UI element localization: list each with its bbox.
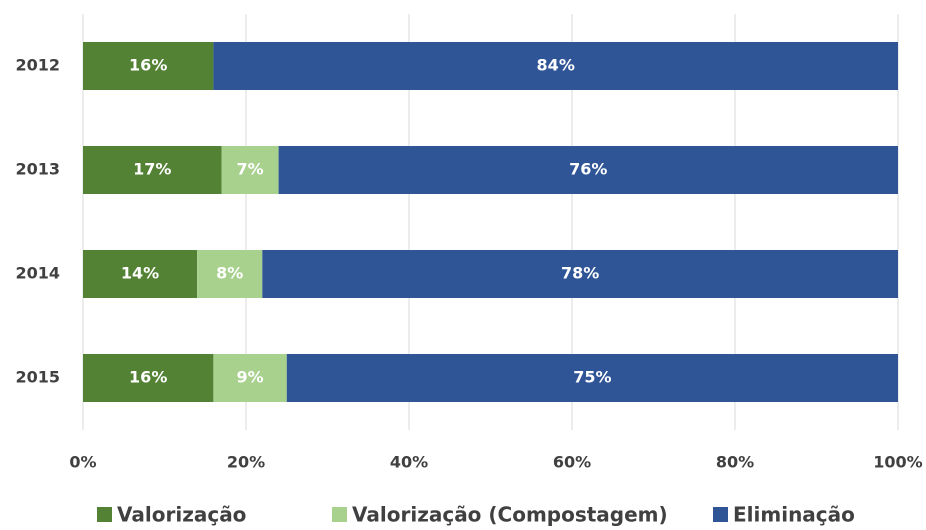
bar-segment [197, 250, 263, 298]
bar-segment [213, 354, 287, 402]
legend-swatch [713, 507, 728, 522]
data-label: 14% [121, 264, 159, 283]
bar-segment [278, 146, 899, 194]
data-label: 16% [129, 56, 167, 75]
bar-segment [83, 250, 198, 298]
data-label: 8% [216, 264, 243, 283]
x-tick-label: 80% [716, 453, 754, 472]
data-label: 9% [236, 368, 263, 387]
x-tick-label: 0% [69, 453, 96, 472]
x-tick-label: 100% [873, 453, 922, 472]
bar-segment [83, 146, 222, 194]
bar-segment [83, 42, 214, 90]
data-label: 75% [573, 368, 611, 387]
legend-label: Eliminação [733, 503, 855, 527]
x-tick-label: 40% [390, 453, 428, 472]
bar-segment [83, 354, 214, 402]
data-label: 17% [133, 160, 171, 179]
x-tick-label: 20% [227, 453, 265, 472]
data-label: 84% [537, 56, 575, 75]
y-tick-label: 2015 [15, 368, 60, 387]
x-tick-label: 60% [553, 453, 591, 472]
y-tick-label: 2014 [15, 264, 60, 283]
y-tick-label: 2013 [15, 160, 60, 179]
bar-segment [286, 354, 898, 402]
data-label: 76% [569, 160, 607, 179]
data-label: 7% [236, 160, 263, 179]
bar-segment [221, 146, 279, 194]
legend-swatch [97, 507, 112, 522]
legend-swatch [332, 507, 347, 522]
bar-segment [213, 42, 898, 90]
data-label: 16% [129, 368, 167, 387]
legend-label: Valorização [117, 503, 246, 527]
data-label: 78% [561, 264, 599, 283]
bar-segment [262, 250, 898, 298]
legend-label: Valorização (Compostagem) [352, 503, 668, 527]
y-tick-label: 2012 [15, 56, 60, 75]
